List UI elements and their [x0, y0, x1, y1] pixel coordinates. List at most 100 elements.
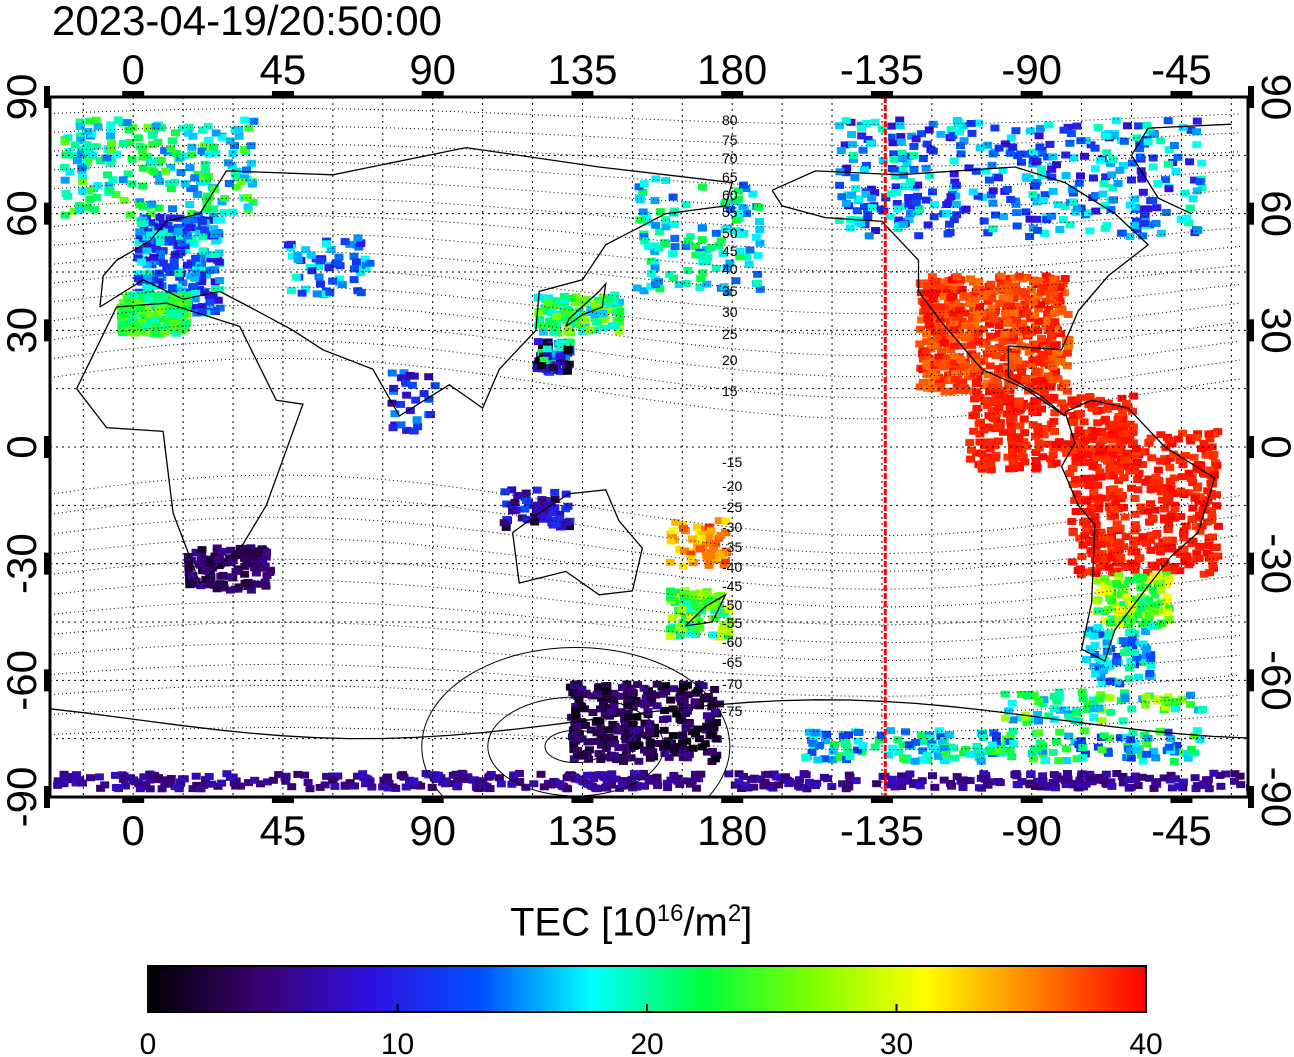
- tec-patch: [698, 682, 708, 690]
- tec-patch: [1107, 567, 1117, 575]
- tec-patch: [1080, 750, 1090, 758]
- tec-patch: [1161, 457, 1171, 465]
- tec-patch: [702, 722, 712, 730]
- tec-patch: [928, 743, 938, 751]
- tec-patch: [1118, 405, 1128, 413]
- tec-patch: [635, 730, 645, 738]
- tec-patch: [845, 224, 855, 232]
- tec-patch: [623, 698, 633, 706]
- tec-patch: [1054, 757, 1064, 765]
- tec-patch: [191, 216, 200, 224]
- tec-patch: [975, 303, 985, 310]
- tec-patch: [987, 295, 997, 303]
- tec-patch: [979, 217, 989, 225]
- tec-patch: [715, 551, 725, 558]
- tec-patch: [1141, 693, 1151, 701]
- tec-patch: [676, 749, 686, 757]
- tec-patch: [913, 192, 922, 200]
- tec-patch: [407, 381, 417, 389]
- tec-patch: [155, 306, 165, 314]
- tec-patch: [1048, 451, 1058, 459]
- tec-patch: [811, 782, 820, 790]
- tec-patch: [680, 613, 690, 621]
- tec-patch: [160, 328, 170, 336]
- tec-patch: [987, 382, 997, 390]
- tec-patch: [701, 590, 711, 597]
- tec-patch: [196, 582, 206, 590]
- tec-patch: [1172, 698, 1182, 706]
- tec-patch: [349, 276, 359, 284]
- tec-patch: [204, 150, 214, 158]
- tec-patch: [706, 527, 716, 535]
- tec-patch: [1035, 124, 1045, 132]
- tec-patch: [1036, 383, 1046, 391]
- tec-patch: [916, 731, 926, 739]
- tec-patch: [1158, 496, 1168, 504]
- tec-patch: [675, 693, 685, 701]
- tec-patch: [584, 746, 594, 754]
- tec-patch: [592, 318, 602, 326]
- contour-label: -35: [722, 539, 742, 555]
- tec-patch: [947, 387, 957, 395]
- tec-patch: [499, 519, 509, 527]
- tec-patch: [961, 361, 971, 369]
- tec-patch: [177, 239, 187, 247]
- tec-patch: [986, 191, 996, 199]
- tec-patch: [1005, 746, 1015, 754]
- tec-patch: [246, 586, 256, 594]
- tec-patch: [1106, 206, 1116, 214]
- tec-patch: [1008, 727, 1018, 735]
- tec-patch: [183, 232, 193, 240]
- tec-patch: [1148, 197, 1158, 204]
- tec-patch: [1014, 401, 1024, 409]
- tec-patch: [1230, 777, 1239, 785]
- tec-patch: [979, 455, 989, 463]
- tec-patch: [1022, 402, 1032, 410]
- tec-patch: [149, 168, 159, 176]
- tec-patch: [537, 362, 547, 370]
- map-area: 8075706560555045403530252015-15-20-25-30…: [50, 97, 1248, 797]
- tec-patch: [206, 255, 216, 263]
- tec-patch: [693, 702, 703, 709]
- tec-patch: [1235, 772, 1245, 780]
- tec-patch: [253, 550, 263, 558]
- tec-patch: [1104, 585, 1114, 593]
- tec-patch: [845, 753, 855, 761]
- tec-patch: [401, 379, 411, 387]
- tec-patch: [893, 736, 903, 744]
- tec-patch: [1163, 484, 1172, 492]
- tec-patch: [396, 421, 406, 429]
- tec-patch: [748, 190, 758, 198]
- tec-patch: [955, 128, 965, 136]
- tec-patch: [944, 731, 954, 739]
- tec-patch: [1164, 566, 1174, 574]
- tec-patch: [926, 345, 936, 353]
- tec-patch: [851, 185, 861, 193]
- tec-patch: [1164, 146, 1174, 154]
- tec-patch: [1119, 436, 1129, 444]
- tec-patch: [1146, 531, 1156, 539]
- tec-patch: [586, 726, 596, 734]
- tec-patch: [1034, 305, 1044, 313]
- tec-patch: [717, 626, 727, 634]
- tec-patch: [1067, 185, 1077, 193]
- tec-patch: [188, 571, 198, 579]
- tec-patch: [967, 314, 977, 322]
- tec-patch: [170, 251, 180, 259]
- tec-patch: [1209, 769, 1219, 777]
- tec-patch: [966, 455, 975, 463]
- tec-patch: [142, 247, 152, 255]
- tec-patch: [886, 190, 896, 198]
- tec-patch: [1093, 481, 1103, 489]
- tec-patch: [591, 300, 601, 308]
- colorbar-title-prefix: TEC [10: [510, 900, 657, 945]
- tec-patch: [731, 227, 741, 235]
- tec-patch: [641, 694, 651, 702]
- tec-patch: [1157, 486, 1167, 494]
- tec-patch: [139, 224, 149, 232]
- tec-patch: [562, 518, 572, 526]
- tec-patch: [663, 784, 673, 792]
- tec-patch: [1092, 428, 1102, 436]
- tec-patch: [979, 313, 988, 321]
- tec-patch: [1192, 782, 1202, 790]
